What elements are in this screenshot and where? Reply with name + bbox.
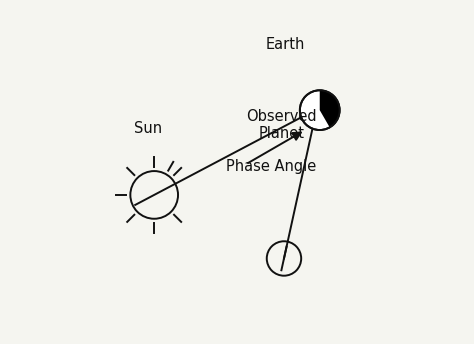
Text: Earth: Earth: [265, 37, 305, 52]
Text: Sun: Sun: [134, 121, 163, 136]
Wedge shape: [320, 90, 339, 127]
Text: Phase Angle: Phase Angle: [226, 159, 316, 174]
Text: Observed
Planet: Observed Planet: [246, 109, 317, 141]
Circle shape: [300, 90, 339, 130]
